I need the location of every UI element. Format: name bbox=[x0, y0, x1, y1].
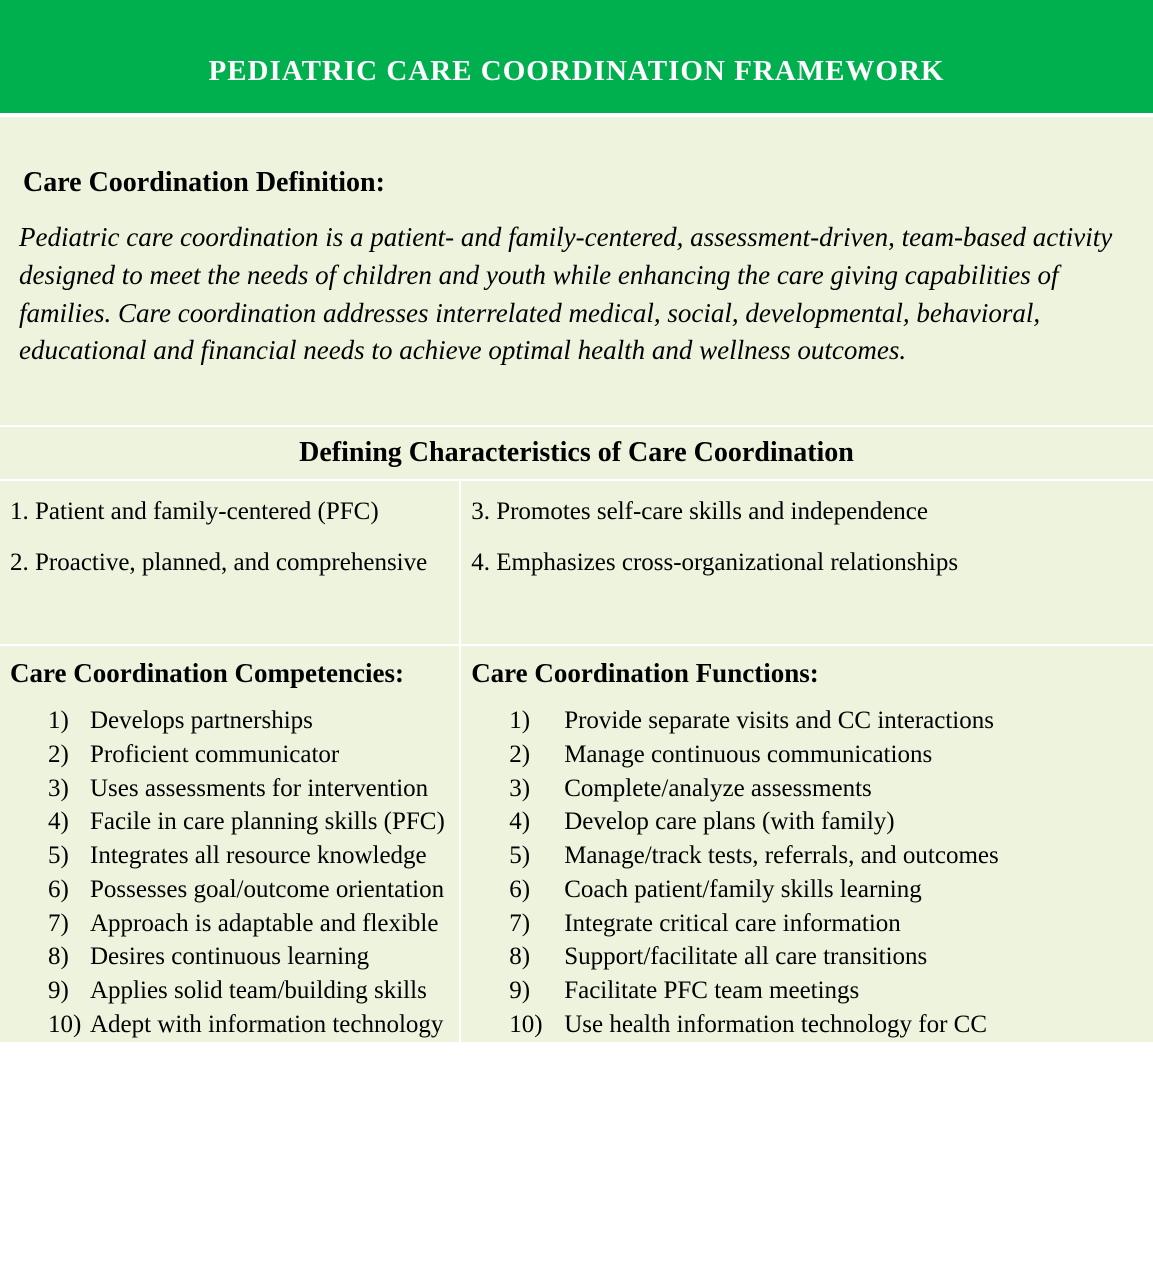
list-text: Integrate critical care information bbox=[564, 907, 1153, 941]
characteristics-right-col: 3. Promotes self-care skills and indepen… bbox=[461, 481, 1153, 644]
function-item: 3)Complete/analyze assessments bbox=[509, 772, 1153, 806]
list-number: 3) bbox=[509, 772, 564, 806]
list-number: 4) bbox=[509, 805, 564, 839]
list-number: 6) bbox=[48, 873, 90, 907]
list-text: Possesses goal/outcome orientation bbox=[90, 873, 459, 907]
function-item: 1)Provide separate visits and CC interac… bbox=[509, 704, 1153, 738]
list-text: Develops partnerships bbox=[90, 704, 459, 738]
definition-section: Care Coordination Definition: Pediatric … bbox=[0, 113, 1153, 425]
competency-item: 2)Proficient communicator bbox=[48, 738, 459, 772]
list-text: Proficient communicator bbox=[90, 738, 459, 772]
functions-col: Care Coordination Functions: 1)Provide s… bbox=[461, 646, 1153, 1042]
list-text: Facile in care planning skills (PFC) bbox=[90, 805, 459, 839]
competency-item: 4)Facile in care planning skills (PFC) bbox=[48, 805, 459, 839]
competencies-functions-row: Care Coordination Competencies: 1)Develo… bbox=[0, 646, 1153, 1042]
list-number: 8) bbox=[509, 940, 564, 974]
function-item: 7)Integrate critical care information bbox=[509, 907, 1153, 941]
function-item: 8)Support/facilitate all care transition… bbox=[509, 940, 1153, 974]
competencies-list: 1)Develops partnerships2)Proficient comm… bbox=[0, 704, 459, 1042]
list-number: 3) bbox=[48, 772, 90, 806]
competency-item: 10)Adept with information technology bbox=[48, 1008, 459, 1042]
characteristic-item: 2. Proactive, planned, and comprehensive bbox=[10, 547, 449, 580]
list-text: Facilitate PFC team meetings bbox=[564, 974, 1153, 1008]
competency-item: 3)Uses assessments for intervention bbox=[48, 772, 459, 806]
list-text: Desires continuous learning bbox=[90, 940, 459, 974]
list-number: 8) bbox=[48, 940, 90, 974]
characteristic-item: 4. Emphasizes cross-organizational relat… bbox=[471, 547, 1143, 580]
list-text: Coach patient/family skills learning bbox=[564, 873, 1153, 907]
page-header: PEDIATRIC CARE COORDINATION FRAMEWORK bbox=[0, 0, 1153, 113]
function-item: 10)Use health information technology for… bbox=[509, 1008, 1153, 1042]
competency-item: 7)Approach is adaptable and flexible bbox=[48, 907, 459, 941]
competency-item: 9)Applies solid team/building skills bbox=[48, 974, 459, 1008]
list-number: 5) bbox=[509, 839, 564, 873]
characteristics-heading: Defining Characteristics of Care Coordin… bbox=[0, 425, 1153, 481]
function-item: 2)Manage continuous communications bbox=[509, 738, 1153, 772]
list-number: 10) bbox=[509, 1008, 564, 1042]
list-text: Uses assessments for intervention bbox=[90, 772, 459, 806]
list-text: Adept with information technology bbox=[90, 1008, 459, 1042]
characteristic-item: 1. Patient and family-centered (PFC) bbox=[10, 496, 449, 529]
list-number: 1) bbox=[509, 704, 564, 738]
list-text: Provide separate visits and CC interacti… bbox=[564, 704, 1153, 738]
functions-list: 1)Provide separate visits and CC interac… bbox=[461, 704, 1153, 1042]
list-text: Support/facilitate all care transitions bbox=[564, 940, 1153, 974]
function-item: 5)Manage/track tests, referrals, and out… bbox=[509, 839, 1153, 873]
list-number: 5) bbox=[48, 839, 90, 873]
list-text: Integrates all resource knowledge bbox=[90, 839, 459, 873]
definition-text: Pediatric care coordination is a patient… bbox=[15, 219, 1138, 370]
function-item: 6)Coach patient/family skills learning bbox=[509, 873, 1153, 907]
function-item: 9)Facilitate PFC team meetings bbox=[509, 974, 1153, 1008]
list-number: 4) bbox=[48, 805, 90, 839]
list-text: Manage/track tests, referrals, and outco… bbox=[564, 839, 1153, 873]
list-text: Develop care plans (with family) bbox=[564, 805, 1153, 839]
list-number: 7) bbox=[509, 907, 564, 941]
definition-heading: Care Coordination Definition: bbox=[15, 167, 1138, 199]
list-number: 2) bbox=[509, 738, 564, 772]
list-number: 7) bbox=[48, 907, 90, 941]
characteristics-row: 1. Patient and family-centered (PFC) 2. … bbox=[0, 481, 1153, 646]
list-text: Use health information technology for CC bbox=[564, 1008, 1153, 1042]
list-number: 2) bbox=[48, 738, 90, 772]
list-number: 1) bbox=[48, 704, 90, 738]
list-number: 10) bbox=[48, 1008, 90, 1042]
competency-item: 5)Integrates all resource knowledge bbox=[48, 839, 459, 873]
list-number: 9) bbox=[48, 974, 90, 1008]
competency-item: 6)Possesses goal/outcome orientation bbox=[48, 873, 459, 907]
characteristic-item: 3. Promotes self-care skills and indepen… bbox=[471, 496, 1143, 529]
list-text: Applies solid team/building skills bbox=[90, 974, 459, 1008]
function-item: 4)Develop care plans (with family) bbox=[509, 805, 1153, 839]
competency-item: 8)Desires continuous learning bbox=[48, 940, 459, 974]
competency-item: 1)Develops partnerships bbox=[48, 704, 459, 738]
list-number: 9) bbox=[509, 974, 564, 1008]
list-text: Complete/analyze assessments bbox=[564, 772, 1153, 806]
competencies-col: Care Coordination Competencies: 1)Develo… bbox=[0, 646, 461, 1042]
competencies-heading: Care Coordination Competencies: bbox=[0, 646, 459, 704]
functions-heading: Care Coordination Functions: bbox=[461, 646, 1153, 704]
list-number: 6) bbox=[509, 873, 564, 907]
list-text: Approach is adaptable and flexible bbox=[90, 907, 459, 941]
list-text: Manage continuous communications bbox=[564, 738, 1153, 772]
characteristics-left-col: 1. Patient and family-centered (PFC) 2. … bbox=[0, 481, 461, 644]
page-title: PEDIATRIC CARE COORDINATION FRAMEWORK bbox=[209, 55, 945, 87]
